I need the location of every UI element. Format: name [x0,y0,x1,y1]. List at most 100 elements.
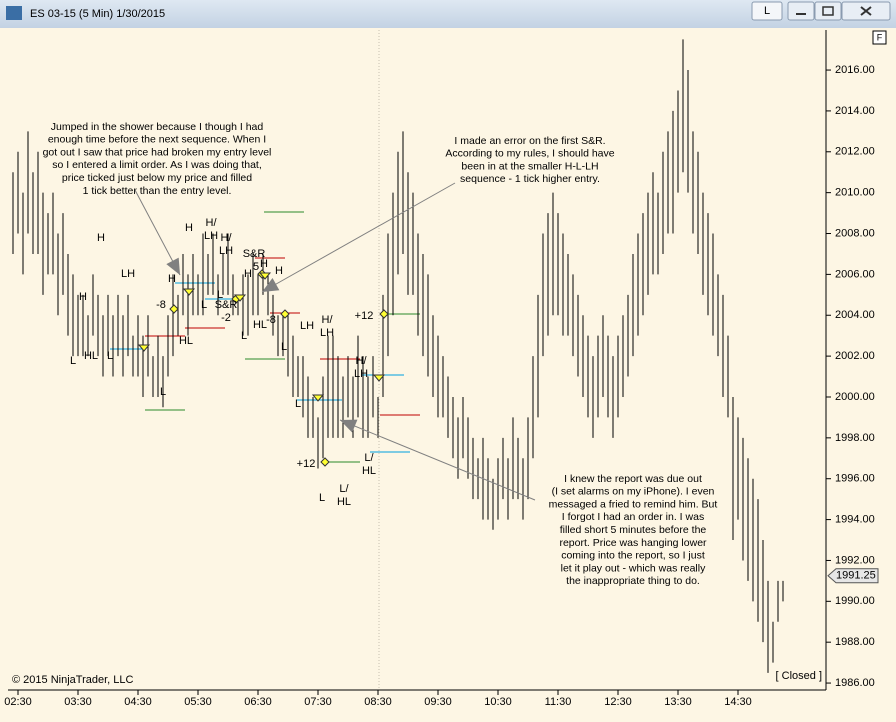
y-tick-label: 1986.00 [835,677,875,689]
bar-label: 5 [253,261,259,273]
note-line: I knew the report was due out [564,473,702,485]
level-lines [110,211,420,463]
bar-label: H [244,268,252,280]
x-tick-label: 06:30 [244,696,272,708]
y-tick-label: 2008.00 [835,227,875,239]
bar-label: S&R [243,248,266,260]
y-tick-label: 2002.00 [835,350,875,362]
bar-label: L/ [364,452,374,464]
y-tick-label: 2000.00 [835,391,875,403]
x-tick-label: 03:30 [64,696,92,708]
bar-label: HL [253,319,267,331]
bar-label: H/ [322,314,334,326]
arrow-line [261,182,456,293]
note-line: been in at the smaller H-L-LH [461,160,598,172]
fill-marker [280,309,290,319]
x-tick-label: 14:30 [724,696,752,708]
x-tick-label: 10:30 [484,696,512,708]
y-tick-label: 2010.00 [835,187,875,199]
bar-label: +12 [355,310,374,322]
bar-label: HL [337,496,351,508]
bar-label: H [168,273,176,285]
toolbar-button-label[interactable]: L [764,5,770,17]
y-tick-label: 1988.00 [835,636,875,648]
entry-marker [182,288,196,296]
note-line: the inappropriate thing to do. [566,575,700,587]
note-line: let it play out - which was really [561,562,706,574]
panel-button[interactable] [872,30,887,45]
bar-label: L [241,330,247,342]
x-tick-label: 05:30 [184,696,212,708]
bar-label: L [70,355,76,367]
bar-label: HL [362,465,376,477]
minimize-button[interactable] [787,1,815,21]
window-title: ES 03-15 (5 Min) 1/30/2015 [30,8,165,20]
fill-marker [379,309,389,319]
bar-label: LH [204,230,218,242]
note-line: coming into the report, so I just [561,550,705,562]
bar-label: L [281,341,287,353]
last-price-label: 1991.25 [836,570,876,582]
note-line: report. Price was hanging lower [559,537,707,549]
fill-marker [169,304,179,314]
maximize-icon [822,6,834,16]
bar-label: -8 [266,314,276,326]
bar-label: -2 [221,312,231,324]
y-tick-label: 1994.00 [835,513,875,525]
arrow-head [166,257,180,275]
bar-label: H [260,258,268,270]
bar-label: LH [320,327,334,339]
bar-label: H/ [206,217,218,229]
bar-label: L [201,299,207,311]
arrow-line [134,189,181,276]
app-icon [6,6,22,20]
note-line: messaged a fried to remind him. But [549,498,718,510]
status: [ Closed ] [776,670,822,682]
bar-label: LH [219,245,233,257]
panel-button-label[interactable]: F [877,32,883,42]
title-bar [0,0,896,28]
bar-label: H/ [221,232,233,244]
note-line: so I entered a limit order. As I was doi… [52,159,262,171]
bar-label: H [97,232,105,244]
fill-marker [320,457,330,467]
y-tick-label: 2014.00 [835,105,875,117]
y-tick-label: 2004.00 [835,309,875,321]
note-line: enough time before the next sequence. Wh… [48,134,266,146]
arrow-line [339,419,536,501]
x-tick-label: 08:30 [364,696,392,708]
bar-label: L [319,492,325,504]
note-line: got out I saw that price had broken my e… [43,146,272,158]
note-line: price ticked just below my price and fil… [62,172,252,184]
bar-label: L [295,398,301,410]
arrow-head [340,419,358,433]
note-line: 1 tick better than the entry level. [83,185,232,197]
x-tick-label: 13:30 [664,696,692,708]
entry-marker [311,394,325,402]
entry-marker [137,344,151,352]
bar-label: L/ [339,483,349,495]
x-tick-label: 07:30 [304,696,332,708]
toolbar-button[interactable] [751,1,783,21]
entry-marker [372,374,386,382]
bar-label: L [160,386,166,398]
copyright: © 2015 NinjaTrader, LLC [12,674,133,686]
y-tick-label: 1992.00 [835,554,875,566]
note-line: According to my rules, I should have [445,148,614,160]
entry-marker [233,294,247,302]
entry-marker [258,272,272,280]
x-tick-label: 12:30 [604,696,632,708]
note-line: Jumped in the shower because I though I … [51,121,264,133]
bar-label: H [185,222,193,234]
bar-label: L [107,350,113,362]
x-tick-label: 09:30 [424,696,452,708]
y-tick-label: 2012.00 [835,146,875,158]
maximize-button[interactable] [814,1,842,21]
arrow-head [262,278,280,292]
y-tick-label: 2016.00 [835,64,875,76]
bar-label: HL [84,350,98,362]
note-line: (I set alarms on my iPhone). I even [552,486,715,498]
last-price-marker [827,568,879,584]
bar-label: +12 [297,458,316,470]
